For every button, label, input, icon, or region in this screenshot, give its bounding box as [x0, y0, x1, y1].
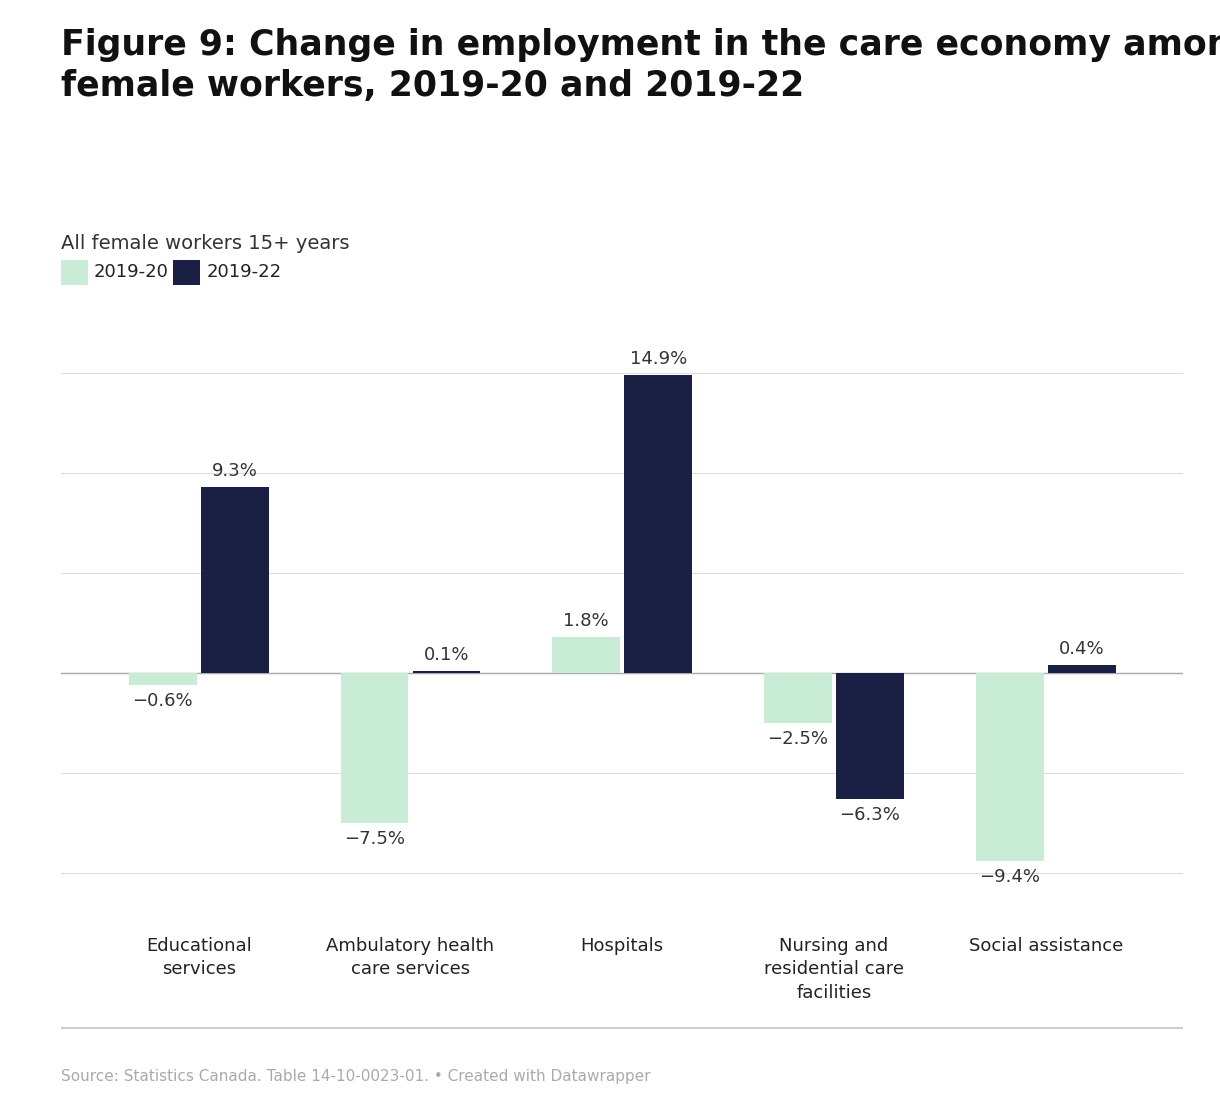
Bar	[340, 673, 409, 823]
Text: 9.3%: 9.3%	[212, 461, 257, 479]
Bar	[553, 637, 620, 673]
Text: Source: Statistics Canada. Table 14-10-0023-01. • Created with Datawrapper: Source: Statistics Canada. Table 14-10-0…	[61, 1070, 650, 1084]
Text: 2019-22: 2019-22	[206, 264, 282, 281]
Text: −6.3%: −6.3%	[839, 806, 900, 824]
Text: 0.4%: 0.4%	[1059, 639, 1104, 657]
Text: −2.5%: −2.5%	[767, 729, 828, 747]
Bar	[1048, 665, 1115, 673]
Text: 0.1%: 0.1%	[423, 646, 470, 664]
Text: 14.9%: 14.9%	[630, 349, 687, 367]
Text: All female workers 15+ years: All female workers 15+ years	[61, 234, 349, 252]
Text: Figure 9: Change in employment in the care economy among
female workers, 2019-20: Figure 9: Change in employment in the ca…	[61, 28, 1220, 102]
Text: −0.6%: −0.6%	[132, 692, 193, 709]
Bar	[129, 673, 196, 685]
Bar	[976, 673, 1043, 861]
Bar	[412, 671, 481, 673]
Bar	[836, 673, 904, 798]
Text: 1.8%: 1.8%	[564, 612, 609, 629]
Text: −9.4%: −9.4%	[980, 867, 1041, 886]
Bar	[625, 375, 692, 673]
Text: 2019-20: 2019-20	[94, 264, 168, 281]
Bar	[201, 487, 268, 673]
Bar	[764, 673, 832, 723]
Text: −7.5%: −7.5%	[344, 830, 405, 847]
